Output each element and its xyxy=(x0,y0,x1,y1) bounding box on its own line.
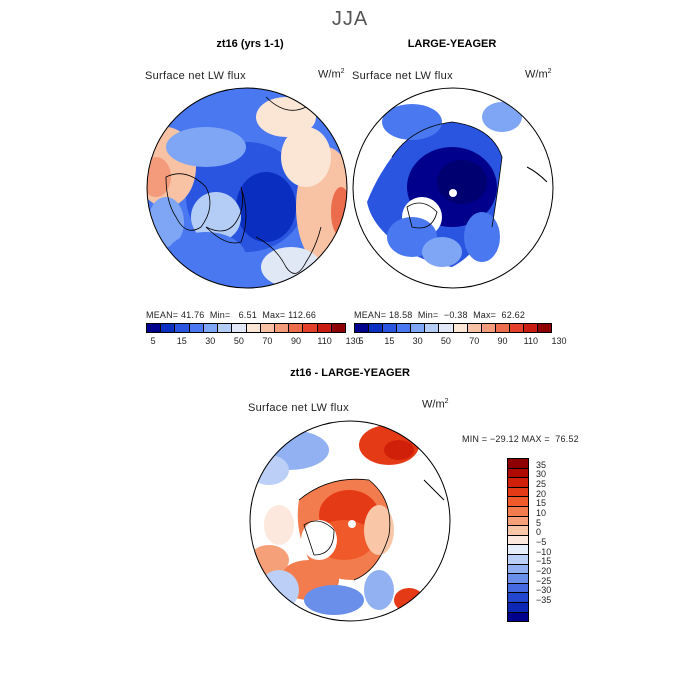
colorbar-swatch xyxy=(274,324,290,332)
colorbar-tick-label: 25 xyxy=(536,479,547,490)
colorbar-tick-label: −10 xyxy=(536,546,552,557)
panel1-colorbar xyxy=(146,323,346,333)
colorbar-swatch xyxy=(232,324,247,332)
colorbar-tick-label: 10 xyxy=(536,508,547,519)
colorbar-tick-label: 15 xyxy=(536,498,547,509)
panel2-variable: Surface net LW flux xyxy=(352,70,453,82)
colorbar-tick-label: 30 xyxy=(536,469,547,480)
panel2-stats: MEAN= 18.58 Min= −0.38 Max= 62.62 xyxy=(354,310,526,320)
panel1-units: W/m2 xyxy=(318,68,345,81)
colorbar-swatch xyxy=(260,324,275,332)
colorbar-swatch xyxy=(508,506,528,517)
colorbar-swatch xyxy=(355,324,370,332)
colorbar-swatch xyxy=(523,324,539,332)
colorbar-swatch xyxy=(425,324,440,332)
colorbar-swatch xyxy=(508,574,528,584)
colorbar-swatch xyxy=(508,487,528,498)
panel1-map xyxy=(146,87,348,289)
colorbar-tick-label: 70 xyxy=(262,336,273,346)
colorbar-tick-label: 50 xyxy=(233,336,244,346)
colorbar-swatch xyxy=(203,324,219,332)
colorbar-tick-label: 15 xyxy=(176,336,187,346)
colorbar-swatch xyxy=(538,324,552,332)
colorbar-swatch xyxy=(508,516,528,527)
colorbar-swatch xyxy=(508,593,528,603)
colorbar-tick-label: 130 xyxy=(551,336,567,346)
colorbar-swatch xyxy=(397,324,412,332)
colorbar-tick-label: 50 xyxy=(440,336,451,346)
panel2-units: W/m2 xyxy=(525,68,552,81)
colorbar-tick-label: 30 xyxy=(205,336,216,346)
colorbar-swatch xyxy=(218,324,233,332)
season-title: JJA xyxy=(331,8,369,30)
colorbar-swatch xyxy=(481,324,496,332)
colorbar-swatch xyxy=(189,324,204,332)
colorbar-swatch xyxy=(508,583,528,594)
colorbar-tick-label: −5 xyxy=(536,537,547,547)
colorbar-swatch xyxy=(289,324,304,332)
colorbar-swatch xyxy=(508,535,528,546)
colorbar-swatch xyxy=(453,324,468,332)
colorbar-swatch xyxy=(467,324,482,332)
colorbar-swatch xyxy=(175,324,190,332)
colorbar-swatch xyxy=(508,564,528,575)
colorbar-tick-label: 110 xyxy=(523,336,538,346)
colorbar-swatch xyxy=(508,468,528,479)
colorbar-tick-label: 0 xyxy=(536,527,542,538)
colorbar-tick-label: −20 xyxy=(536,565,552,576)
panel2-title: LARGE-YEAGER xyxy=(407,38,497,50)
colorbar-swatch xyxy=(161,324,176,332)
colorbar-swatch xyxy=(246,324,261,332)
colorbar-swatch xyxy=(317,324,332,332)
colorbar-swatch xyxy=(508,554,528,565)
colorbar-swatch xyxy=(495,324,510,332)
colorbar-swatch xyxy=(369,324,384,332)
colorbar-tick-label: 5 xyxy=(536,517,542,528)
colorbar-swatch xyxy=(508,612,528,622)
colorbar-tick-label: 110 xyxy=(317,336,332,346)
panel2-colorbar-ticks: 5 15 30 50 70 90 110 130 xyxy=(354,336,567,348)
colorbar-swatch xyxy=(508,497,528,507)
colorbar-swatch xyxy=(439,324,454,332)
panel1-stats: MEAN= 41.76 Min= 6.51 Max= 112.66 xyxy=(146,310,317,320)
panel3-title: zt16 - LARGE-YEAGER xyxy=(290,367,410,379)
colorbar-swatch xyxy=(508,602,528,613)
panel3-map xyxy=(249,420,451,622)
colorbar-swatch xyxy=(508,545,528,555)
colorbar-tick-label: −35 xyxy=(536,594,552,605)
panel3-units: W/m2 xyxy=(422,398,449,411)
panel3-colorbar-ticks: 35 30 25 20 15 10 5 0 −5 −10 −15 −20 −25 −30 −35 xyxy=(536,458,576,622)
colorbar-tick-label: 130 xyxy=(345,336,361,346)
colorbar-swatch xyxy=(331,324,346,332)
colorbar-tick-label: 15 xyxy=(384,336,395,346)
colorbar-tick-label: 90 xyxy=(497,336,508,346)
colorbar-tick-label: −25 xyxy=(536,575,552,586)
colorbar-tick-label: 90 xyxy=(290,336,302,346)
colorbar-swatch xyxy=(411,324,426,332)
panel1-colorbar-ticks: 5 15 30 50 70 90 110 130 xyxy=(146,336,361,348)
panel2-map xyxy=(352,87,554,289)
colorbar-swatch xyxy=(508,526,528,536)
colorbar-swatch xyxy=(509,324,524,332)
colorbar-swatch xyxy=(383,324,398,332)
panel3-colorbar xyxy=(507,458,529,622)
colorbar-tick-label: 30 xyxy=(412,336,423,346)
colorbar-swatch xyxy=(147,324,162,332)
colorbar-tick-label: 35 xyxy=(536,459,547,470)
panel3-variable: Surface net LW flux xyxy=(248,402,349,414)
colorbar-swatch xyxy=(303,324,318,332)
colorbar-tick-label: −30 xyxy=(536,585,552,596)
colorbar-tick-label: 20 xyxy=(536,488,547,499)
colorbar-swatch xyxy=(508,478,528,488)
colorbar-tick-label: 5 xyxy=(358,336,364,346)
colorbar-swatch xyxy=(508,459,528,469)
panel1-title: zt16 (yrs 1-1) xyxy=(216,38,284,50)
panel1-variable: Surface net LW flux xyxy=(145,70,246,82)
colorbar-tick-label: −15 xyxy=(536,556,552,567)
colorbar-tick-label: 70 xyxy=(469,336,480,346)
colorbar-tick-label: 5 xyxy=(150,336,156,346)
panel3-minmax: MIN = −29.12 MAX = 76.52 xyxy=(462,434,579,444)
panel2-colorbar xyxy=(354,323,552,333)
